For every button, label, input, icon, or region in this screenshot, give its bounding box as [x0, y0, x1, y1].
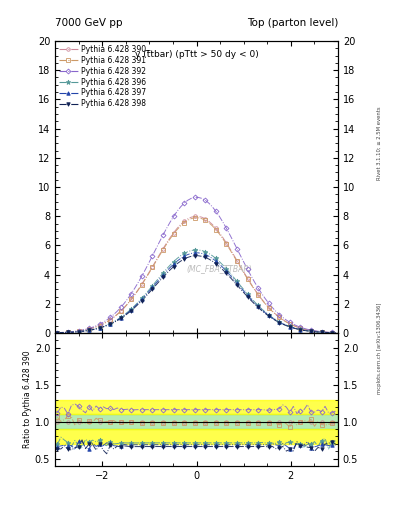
Text: Top (parton level): Top (parton level): [246, 18, 338, 28]
Bar: [55, 399, 338, 414]
Y-axis label: Ratio to Pythia 6.428 390: Ratio to Pythia 6.428 390: [23, 351, 32, 449]
Text: y (t̅tbar) (pTtt > 50 dy < 0): y (t̅tbar) (pTtt > 50 dy < 0): [135, 50, 258, 59]
Legend: Pythia 6.428 390, Pythia 6.428 391, Pythia 6.428 392, Pythia 6.428 396, Pythia 6: Pythia 6.428 390, Pythia 6.428 391, Pyth…: [57, 43, 148, 110]
Bar: [55, 429, 338, 444]
Text: (MC_FBA_TTBAR): (MC_FBA_TTBAR): [186, 264, 252, 273]
Text: mcplots.cern.ch [arXiv:1306.3436]: mcplots.cern.ch [arXiv:1306.3436]: [377, 303, 382, 394]
Text: 7000 GeV pp: 7000 GeV pp: [55, 18, 123, 28]
Bar: [55, 414, 338, 429]
Text: Rivet 3.1.10; ≥ 2.5M events: Rivet 3.1.10; ≥ 2.5M events: [377, 106, 382, 180]
